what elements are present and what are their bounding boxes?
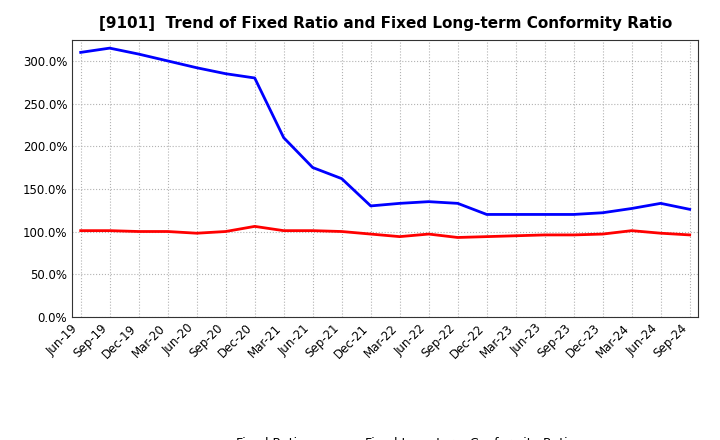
Fixed Long-term Conformity Ratio [279, 228, 288, 233]
Fixed Ratio [135, 51, 143, 57]
Fixed Ratio [511, 212, 520, 217]
Fixed Long-term Conformity Ratio [192, 231, 201, 236]
Fixed Long-term Conformity Ratio [598, 231, 607, 237]
Fixed Long-term Conformity Ratio [366, 231, 375, 237]
Fixed Long-term Conformity Ratio [570, 232, 578, 238]
Fixed Ratio [395, 201, 404, 206]
Fixed Ratio [541, 212, 549, 217]
Fixed Ratio [279, 135, 288, 140]
Fixed Ratio [598, 210, 607, 216]
Fixed Ratio [192, 65, 201, 70]
Fixed Long-term Conformity Ratio [163, 229, 172, 234]
Fixed Ratio [308, 165, 317, 170]
Fixed Ratio [454, 201, 462, 206]
Fixed Ratio [657, 201, 665, 206]
Fixed Long-term Conformity Ratio [511, 233, 520, 238]
Fixed Long-term Conformity Ratio [454, 235, 462, 240]
Title: [9101]  Trend of Fixed Ratio and Fixed Long-term Conformity Ratio: [9101] Trend of Fixed Ratio and Fixed Lo… [99, 16, 672, 32]
Fixed Ratio [251, 75, 259, 81]
Fixed Ratio [685, 207, 694, 212]
Fixed Ratio [424, 199, 433, 204]
Fixed Long-term Conformity Ratio [657, 231, 665, 236]
Fixed Long-term Conformity Ratio [105, 228, 114, 233]
Line: Fixed Long-term Conformity Ratio: Fixed Long-term Conformity Ratio [81, 227, 690, 238]
Fixed Long-term Conformity Ratio [221, 229, 230, 234]
Fixed Long-term Conformity Ratio [76, 228, 85, 233]
Fixed Ratio [163, 58, 172, 63]
Fixed Long-term Conformity Ratio [135, 229, 143, 234]
Fixed Long-term Conformity Ratio [424, 231, 433, 237]
Fixed Ratio [627, 206, 636, 211]
Line: Fixed Ratio: Fixed Ratio [81, 48, 690, 214]
Fixed Long-term Conformity Ratio [308, 228, 317, 233]
Fixed Ratio [105, 45, 114, 51]
Fixed Ratio [221, 71, 230, 77]
Fixed Long-term Conformity Ratio [627, 228, 636, 233]
Fixed Long-term Conformity Ratio [541, 232, 549, 238]
Fixed Long-term Conformity Ratio [338, 229, 346, 234]
Fixed Ratio [570, 212, 578, 217]
Fixed Long-term Conformity Ratio [482, 234, 491, 239]
Fixed Long-term Conformity Ratio [251, 224, 259, 229]
Fixed Ratio [76, 50, 85, 55]
Fixed Ratio [482, 212, 491, 217]
Fixed Long-term Conformity Ratio [685, 232, 694, 238]
Fixed Long-term Conformity Ratio [395, 234, 404, 239]
Legend: Fixed Ratio, Fixed Long-term Conformity Ratio: Fixed Ratio, Fixed Long-term Conformity … [190, 432, 580, 440]
Fixed Ratio [338, 176, 346, 181]
Fixed Ratio [366, 203, 375, 209]
